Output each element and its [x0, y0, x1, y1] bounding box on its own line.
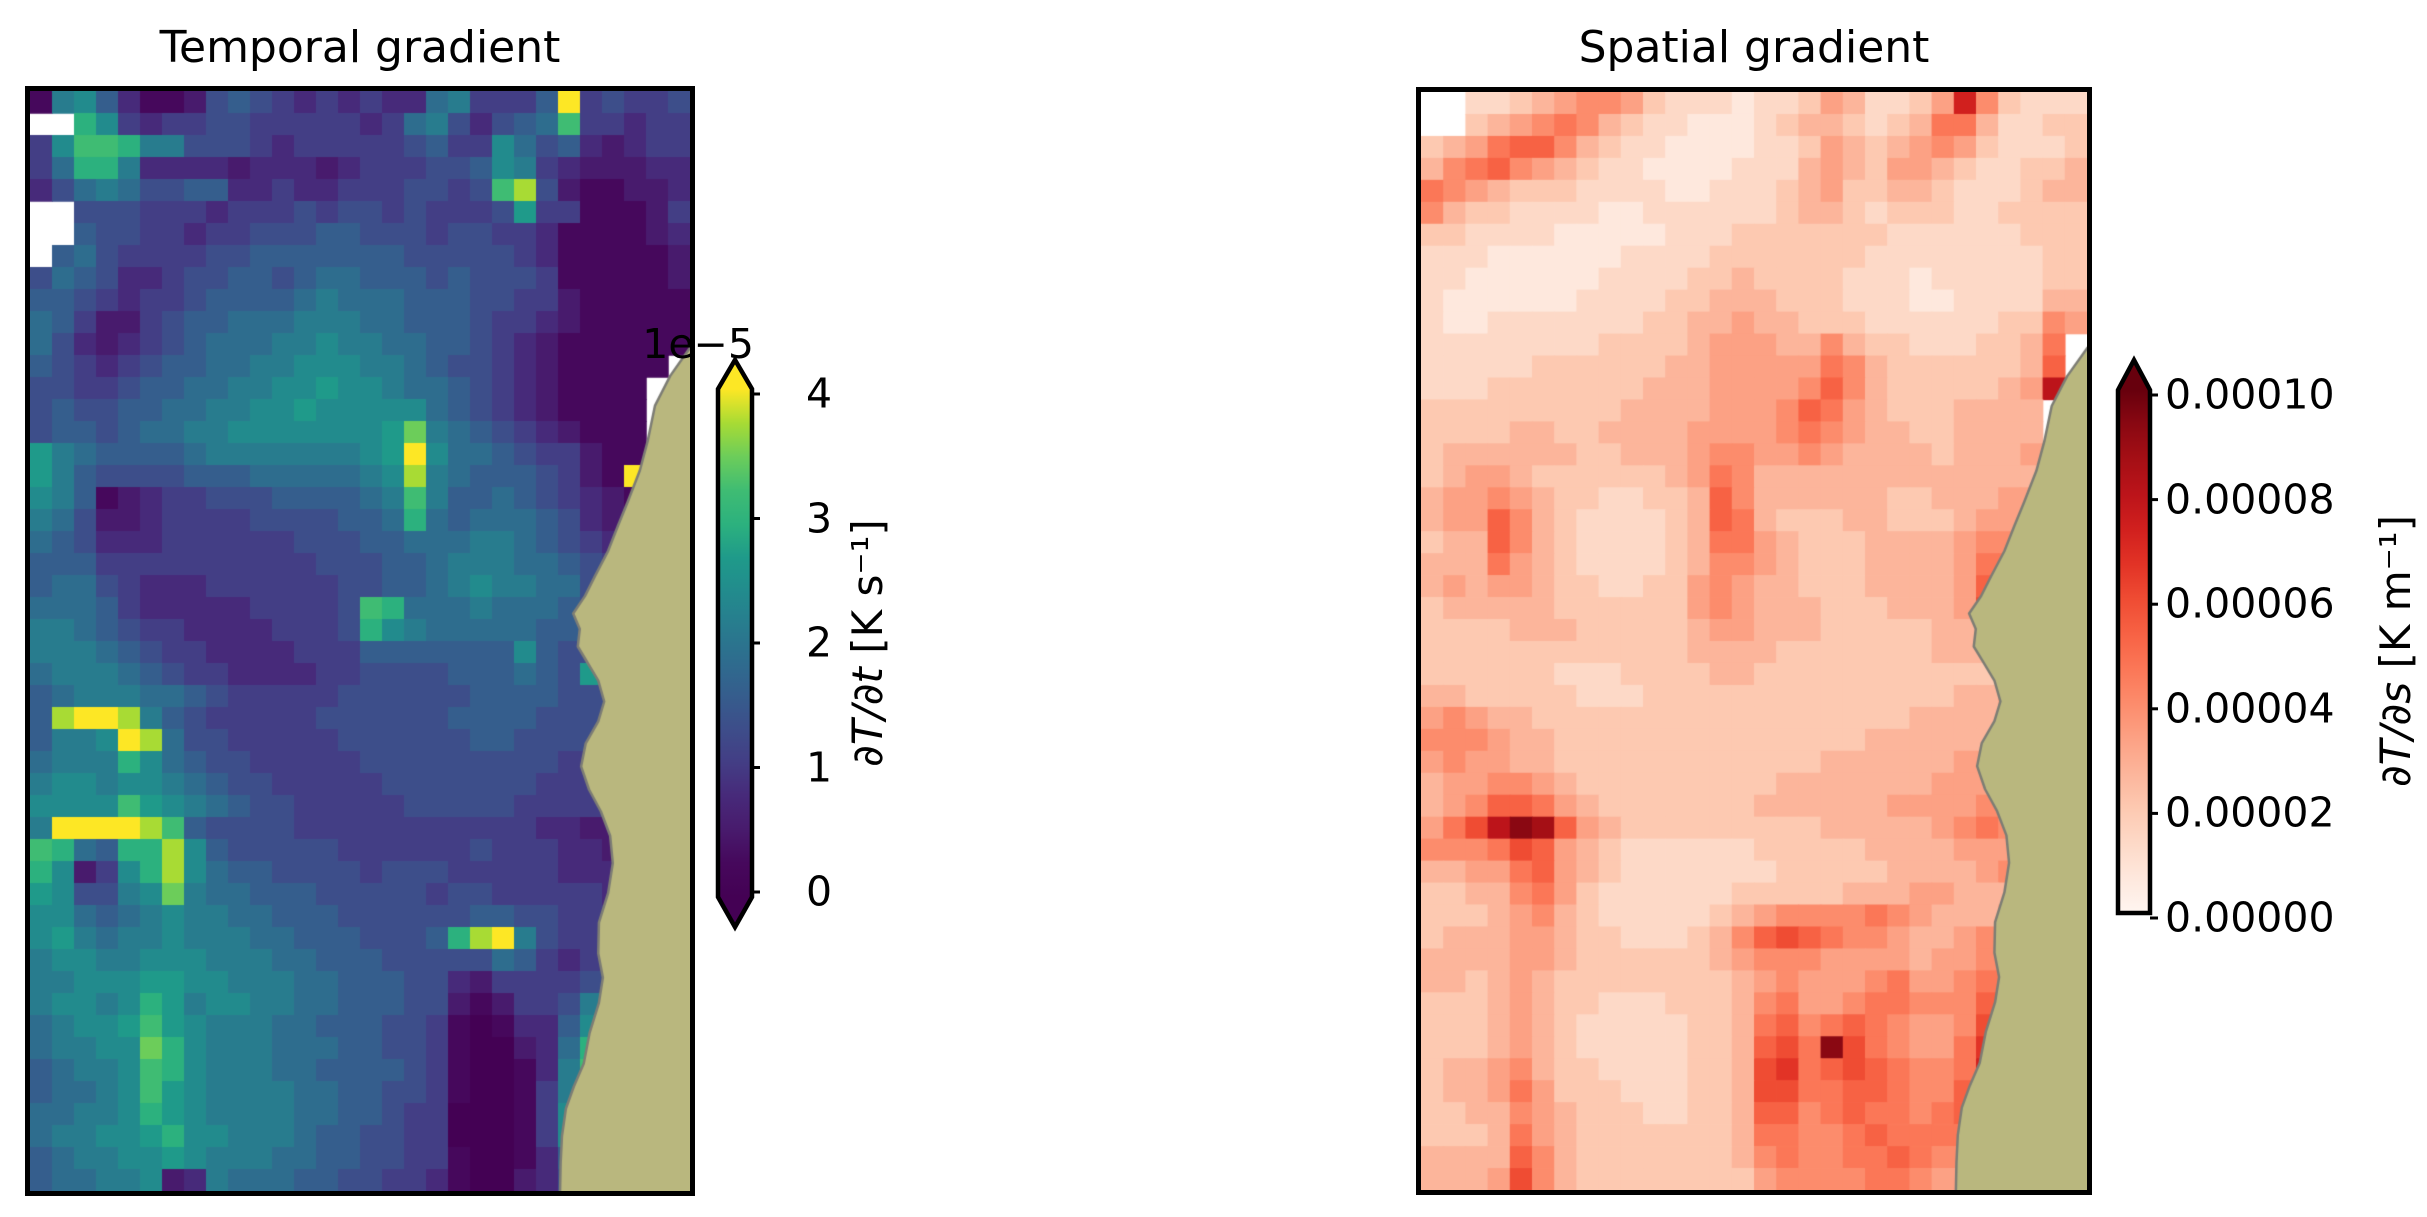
temporal-colorbar-label-units: [K s⁻¹]: [843, 519, 892, 668]
temporal-colorbar: [715, 355, 760, 932]
temporal-colorbar-label: ∂T/∂t [K s⁻¹]: [843, 393, 892, 893]
spatial-colorbar-tick-label: 0.00008: [2165, 475, 2335, 524]
temporal-gradient-heatmap: [30, 91, 690, 1191]
spatial-colorbar-label: ∂T/∂s [K m⁻¹]: [2371, 401, 2420, 901]
spatial-heatmap-frame: [1416, 87, 2092, 1195]
temporal-colorbar-tick-label: 4: [806, 369, 833, 418]
spatial-colorbar-tick-label: 0.00010: [2165, 370, 2335, 419]
temporal-colorbar-bar: [715, 355, 755, 932]
temporal-colorbar-tick-label: 1: [806, 743, 833, 791]
temporal-colorbar-tick-label: 2: [806, 618, 833, 667]
spatial-colorbar-label-units: [K m⁻¹]: [2371, 514, 2420, 682]
spatial-colorbar-tick-label: 0.00006: [2165, 579, 2335, 628]
temporal-colorbar-tick-label: 0: [806, 867, 833, 916]
temporal-colorbar-tick-label: 3: [806, 494, 833, 542]
left-panel-title: Temporal gradient: [159, 22, 561, 73]
spatial-gradient-heatmap: [1421, 92, 2087, 1190]
temporal-heatmap-frame: [25, 86, 695, 1196]
spatial-colorbar-label-math: ∂T/∂s: [2371, 681, 2420, 788]
spatial-colorbar-tick-label: 0.00004: [2165, 684, 2335, 733]
spatial-colorbar: [2115, 355, 2158, 920]
temporal-colorbar-label-math: ∂T/∂t: [843, 667, 892, 767]
spatial-colorbar-bar: [2115, 355, 2153, 916]
spatial-colorbar-tick-label: 0.00000: [2165, 893, 2335, 942]
right-panel-title: Spatial gradient: [1578, 22, 1930, 73]
spatial-colorbar-tick-label: 0.00002: [2165, 788, 2335, 837]
